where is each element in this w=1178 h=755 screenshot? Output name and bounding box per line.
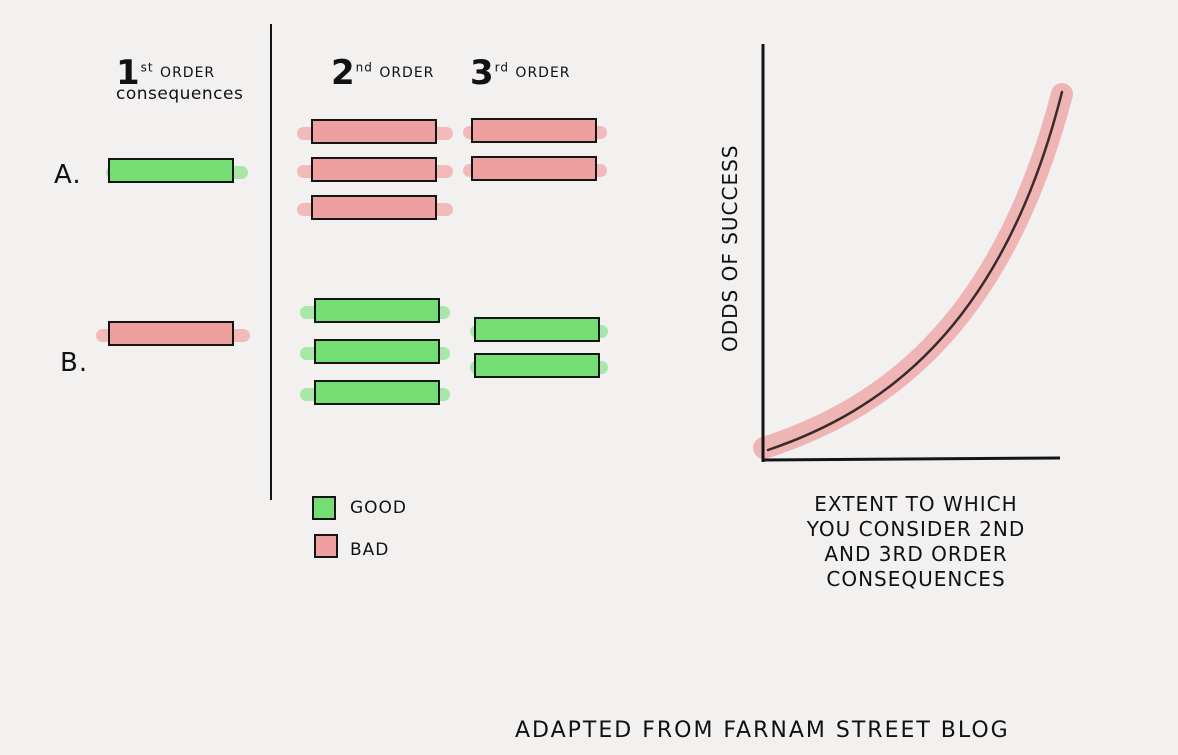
legend-bad-label: BAD (350, 540, 390, 560)
curve-highlight (753, 83, 1073, 459)
first-order-word: ORDER (160, 65, 216, 81)
second-order-word: ORDER (379, 65, 435, 81)
consequence-box-bad (108, 321, 234, 346)
third-order-number: 3 (470, 53, 495, 93)
second-order-heading: 2nd ORDER (331, 56, 434, 90)
source-credit: ADAPTED FROM FARNAM STREET BLOG (515, 718, 1010, 743)
consequence-box-bad (311, 119, 437, 144)
consequence-box-good (108, 158, 234, 183)
second-order-suffix: nd (355, 60, 373, 75)
third-order-word: ORDER (515, 65, 571, 81)
consequence-box-good (474, 317, 600, 342)
consequence-box-bad (471, 156, 597, 181)
consequence-box-good (314, 380, 440, 405)
column-divider (270, 24, 272, 500)
legend-bad-swatch (314, 534, 338, 558)
first-order-subtitle: consequences (116, 84, 244, 104)
legend-good-label: GOOD (350, 498, 408, 518)
consequence-box-good (474, 353, 600, 378)
row-label-b: B. (60, 348, 89, 378)
legend-good-swatch (312, 496, 336, 520)
second-order-number: 2 (331, 53, 356, 93)
consequence-box-good (314, 339, 440, 364)
x-axis-label-line-2: YOU CONSIDER 2nd (806, 517, 1026, 541)
consequence-box-bad (471, 118, 597, 143)
success-curve (766, 90, 1064, 452)
x-axis-label-line-3: AND 3rd ORDER (824, 542, 1008, 566)
y-axis-label: ODDS OF SUCCESS (718, 144, 742, 353)
third-order-heading: 3rd ORDER (470, 56, 571, 90)
x-axis-label: EXTENT TO WHICH YOU CONSIDER 2nd AND 3rd… (786, 492, 1046, 592)
success-graph (753, 44, 1073, 462)
first-order-heading: 1st ORDER consequences (116, 56, 243, 103)
consequence-box-bad (311, 195, 437, 220)
third-order-suffix: rd (494, 60, 510, 75)
first-order-number: 1 (116, 53, 141, 93)
x-axis-label-line-1: EXTENT TO WHICH (814, 492, 1018, 516)
consequence-box-bad (311, 157, 437, 182)
first-order-suffix: st (140, 60, 154, 75)
x-axis-label-line-4: CONSEQUENCES (826, 567, 1006, 591)
consequence-box-good (314, 298, 440, 323)
x-axis-line (761, 456, 1061, 462)
row-label-a: A. (54, 160, 82, 190)
